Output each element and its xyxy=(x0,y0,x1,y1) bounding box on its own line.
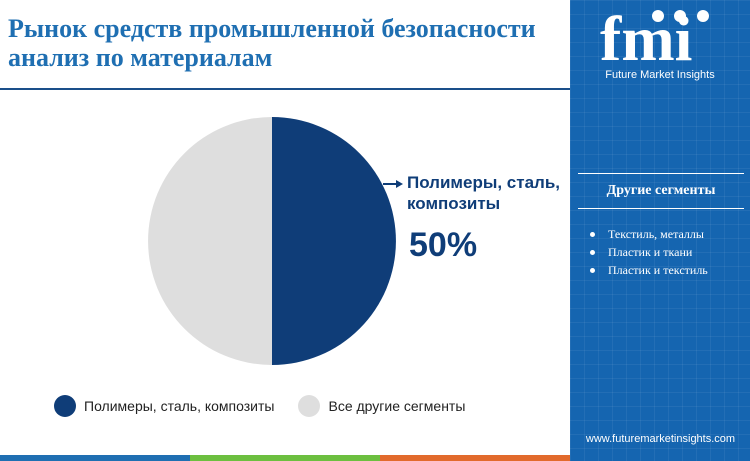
chart-legend: Полимеры, сталь, композиты Все другие се… xyxy=(54,395,489,417)
list-item: Пластик и текстиль xyxy=(590,261,708,279)
legend-label-polymers: Полимеры, сталь, композиты xyxy=(84,398,275,414)
fmi-logo: fmi xyxy=(600,8,709,70)
website-link[interactable]: www.futuremarketinsights.com xyxy=(585,433,736,445)
legend-dot-others xyxy=(298,395,321,417)
legend-item-others: Все другие сегменты xyxy=(298,395,465,417)
list-item: Текстиль, металлы xyxy=(590,225,708,243)
segment-label: Текстиль, металлы xyxy=(608,227,704,241)
chart-title: Рынок средств промышленной безопасности … xyxy=(8,14,536,72)
bullet-icon xyxy=(590,267,595,273)
bullet-icon xyxy=(590,249,595,255)
side-panel xyxy=(570,0,750,461)
title-divider xyxy=(0,88,570,90)
bottom-color-bar xyxy=(0,455,570,461)
callout-value: 50% xyxy=(409,226,478,264)
other-segments-list: Текстиль, металлы Пластик и ткани Пласти… xyxy=(590,225,708,279)
brand-name: Future Market Insights xyxy=(605,69,715,81)
legend-label-others: Все другие сегменты xyxy=(328,398,466,414)
pie-chart xyxy=(148,117,403,365)
list-item: Пластик и ткани xyxy=(590,243,708,261)
pie-slice-0 xyxy=(272,117,396,365)
pie-slice-1 xyxy=(148,117,272,365)
callout-label: Полимеры, сталь, композиты xyxy=(407,173,561,213)
legend-item-polymers: Полимеры, сталь, композиты xyxy=(54,395,274,417)
other-segments-heading: Другие сегменты xyxy=(578,173,744,209)
legend-dot-polymers xyxy=(54,395,76,417)
callout-arrow-icon xyxy=(383,180,403,188)
bullet-icon xyxy=(590,231,595,237)
segment-label: Пластик и ткани xyxy=(608,245,693,259)
segment-label: Пластик и текстиль xyxy=(608,263,708,277)
